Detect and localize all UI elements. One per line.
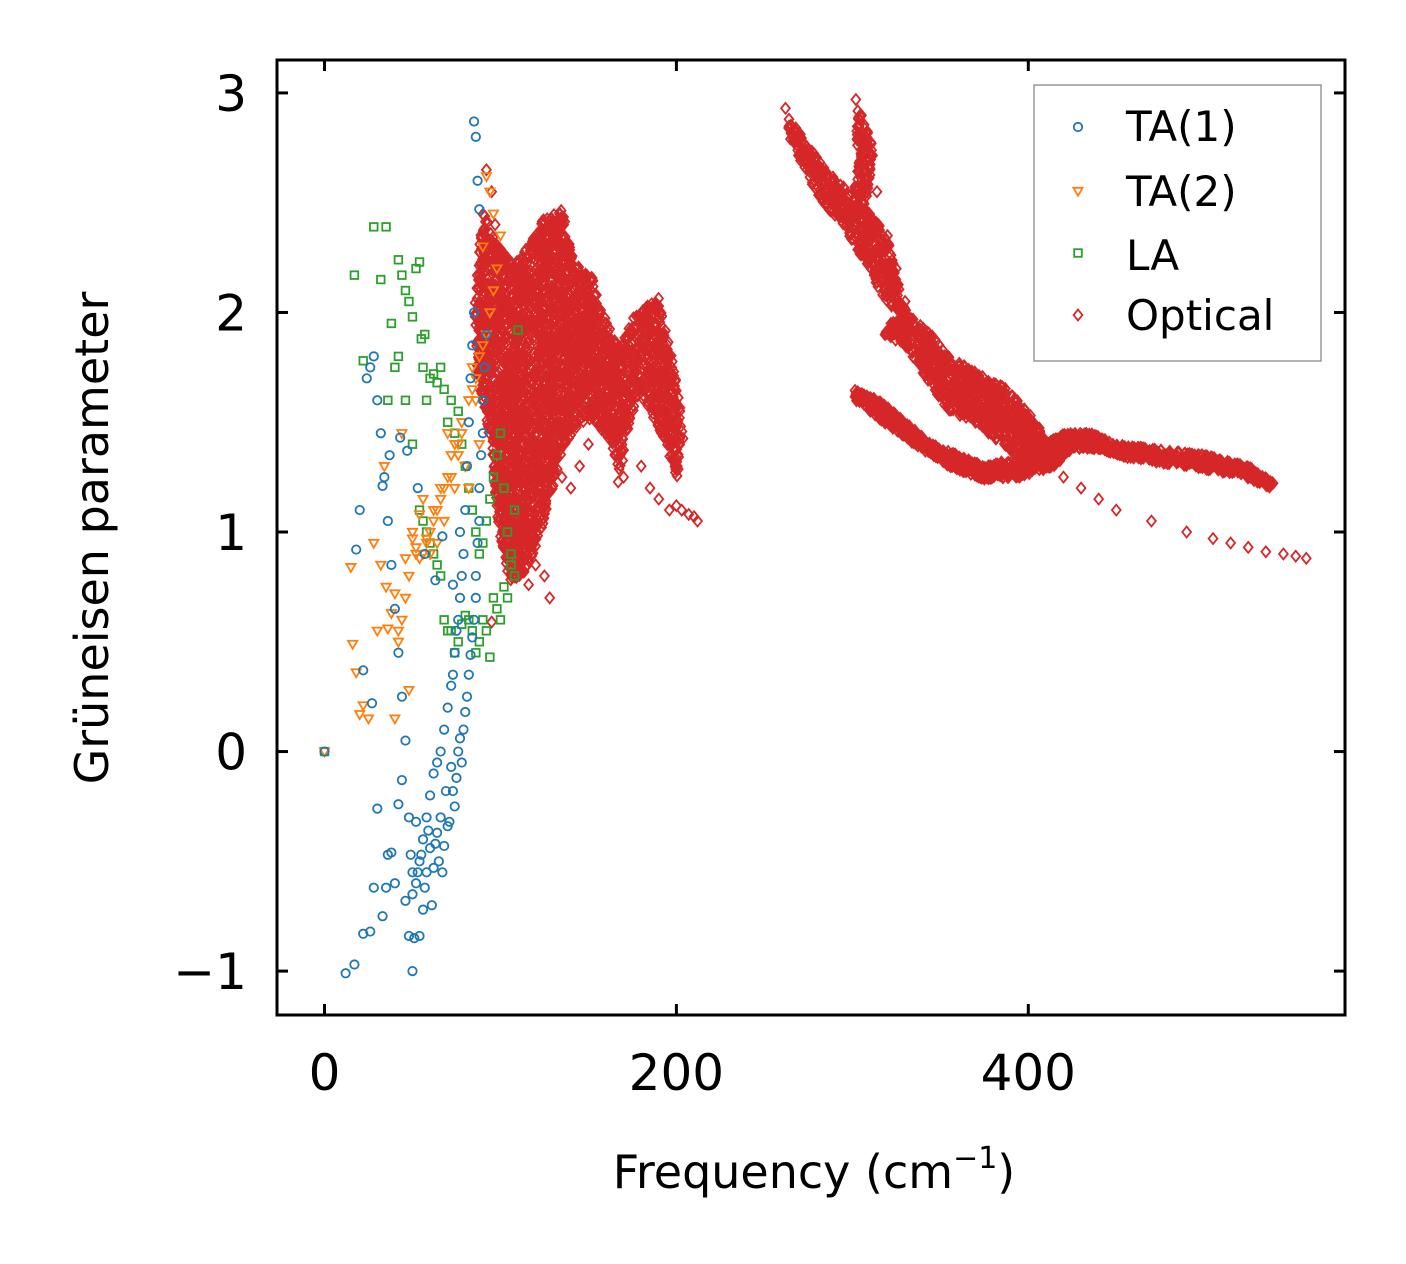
point-optical xyxy=(470,318,482,332)
series-optical xyxy=(469,92,1312,629)
point-optical xyxy=(505,572,517,587)
marker-layer xyxy=(318,92,1312,979)
point-optical xyxy=(612,475,624,489)
